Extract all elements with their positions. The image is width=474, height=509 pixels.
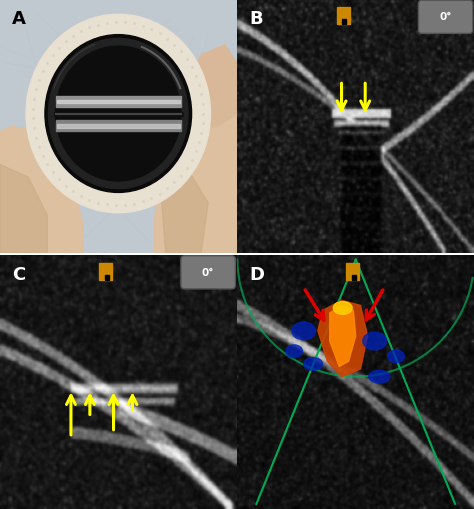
Text: D: D [249, 265, 264, 283]
Bar [105, 275, 109, 280]
Text: 0°: 0° [202, 267, 214, 277]
Circle shape [26, 15, 210, 213]
Polygon shape [184, 46, 237, 132]
Bar [337, 8, 350, 25]
FancyBboxPatch shape [419, 1, 473, 34]
Polygon shape [57, 125, 180, 128]
Text: 0°: 0° [439, 12, 452, 22]
Circle shape [55, 47, 181, 182]
Polygon shape [161, 165, 208, 254]
Circle shape [45, 36, 191, 193]
Ellipse shape [292, 322, 316, 340]
Polygon shape [154, 107, 237, 254]
Ellipse shape [363, 332, 386, 350]
Ellipse shape [388, 350, 404, 363]
Polygon shape [55, 121, 181, 132]
Bar [100, 263, 112, 280]
Bar [346, 263, 359, 280]
Circle shape [48, 39, 188, 189]
Bar [352, 275, 356, 280]
Polygon shape [318, 301, 367, 377]
Text: A: A [12, 10, 26, 28]
Polygon shape [0, 165, 47, 254]
Polygon shape [330, 306, 356, 367]
Polygon shape [55, 97, 181, 108]
FancyBboxPatch shape [181, 256, 236, 289]
Ellipse shape [304, 358, 323, 371]
Bar [343, 20, 346, 25]
Text: C: C [12, 265, 25, 283]
Polygon shape [57, 100, 180, 104]
Ellipse shape [286, 345, 302, 358]
Polygon shape [0, 127, 83, 254]
Ellipse shape [369, 371, 390, 383]
Text: B: B [249, 10, 263, 28]
Ellipse shape [333, 302, 352, 315]
